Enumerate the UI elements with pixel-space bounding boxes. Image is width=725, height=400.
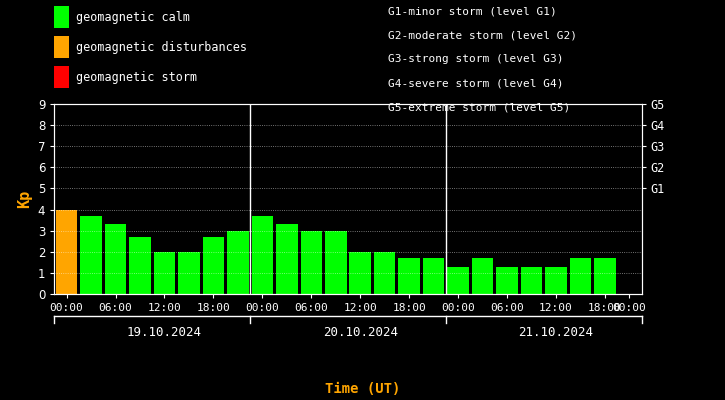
Bar: [203, 237, 224, 294]
Bar: [423, 258, 444, 294]
Bar: [56, 210, 78, 294]
Text: geomagnetic storm: geomagnetic storm: [76, 70, 197, 84]
Text: G4-severe storm (level G4): G4-severe storm (level G4): [388, 78, 563, 88]
Text: G3-strong storm (level G3): G3-strong storm (level G3): [388, 54, 563, 64]
Bar: [325, 231, 347, 294]
Bar: [276, 224, 297, 294]
Text: G5-extreme storm (level G5): G5-extreme storm (level G5): [388, 102, 570, 112]
Bar: [80, 216, 102, 294]
Bar: [570, 258, 591, 294]
Bar: [521, 266, 542, 294]
Bar: [154, 252, 175, 294]
Text: 20.10.2024: 20.10.2024: [323, 326, 398, 339]
Text: geomagnetic disturbances: geomagnetic disturbances: [76, 40, 247, 54]
Bar: [497, 266, 518, 294]
Text: Time (UT): Time (UT): [325, 382, 400, 396]
Bar: [301, 231, 322, 294]
Bar: [594, 258, 616, 294]
Bar: [105, 224, 126, 294]
Text: 21.10.2024: 21.10.2024: [518, 326, 594, 339]
Text: G1-minor storm (level G1): G1-minor storm (level G1): [388, 6, 557, 16]
Bar: [447, 266, 469, 294]
Text: 19.10.2024: 19.10.2024: [127, 326, 202, 339]
Y-axis label: Kp: Kp: [17, 190, 33, 208]
Bar: [349, 252, 371, 294]
Text: G2-moderate storm (level G2): G2-moderate storm (level G2): [388, 30, 577, 40]
Bar: [129, 237, 151, 294]
Bar: [545, 266, 567, 294]
Bar: [178, 252, 199, 294]
Bar: [472, 258, 493, 294]
Bar: [374, 252, 395, 294]
Bar: [252, 216, 273, 294]
Bar: [227, 231, 249, 294]
Text: geomagnetic calm: geomagnetic calm: [76, 10, 190, 24]
Bar: [399, 258, 420, 294]
